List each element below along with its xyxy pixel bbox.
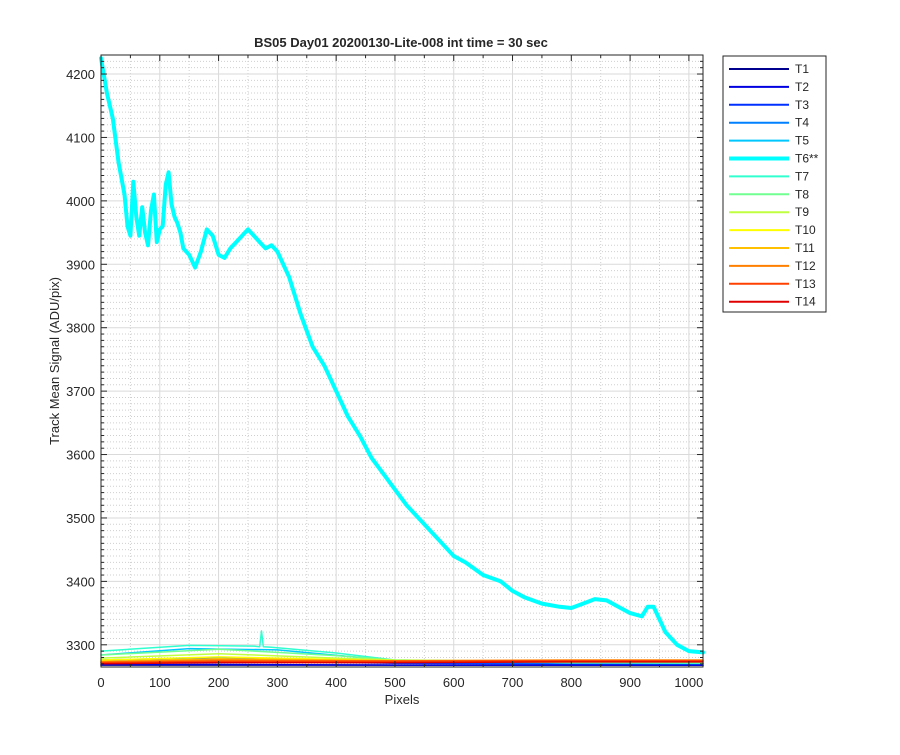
legend-box <box>722 55 827 313</box>
y-tick-label: 3900 <box>66 257 95 272</box>
legend-entries: T1 T2 T3 T4 T5 T6** T7 T8 T9 T10 T11 T12 T13 T14 <box>729 62 819 309</box>
legend-label: T1 <box>795 62 809 76</box>
legend-label: T10 <box>795 223 816 237</box>
legend: T1 T2 T3 T4 T5 T6** T7 T8 T9 T10 T11 T12 T13 T14 <box>722 55 827 313</box>
legend-label: T3 <box>795 98 809 112</box>
y-tick-label: 3500 <box>66 511 95 526</box>
legend-label: T6** <box>795 152 819 166</box>
legend-label: T9 <box>795 205 809 219</box>
x-tick-labels: 0 100 200 300 400 500 600 700 800 900 1000 <box>97 675 703 690</box>
legend-label: T7 <box>795 169 809 183</box>
x-tick-label: 300 <box>267 675 289 690</box>
y-tick-label: 3400 <box>66 574 95 589</box>
ticks-layer <box>100 54 703 667</box>
series-line-t14 <box>100 661 704 665</box>
x-tick-label: 900 <box>619 675 641 690</box>
x-tick-label: 1000 <box>674 675 703 690</box>
legend-label: T14 <box>795 295 816 309</box>
y-tick-label: 3300 <box>66 638 95 653</box>
series-line-t2 <box>100 663 704 666</box>
plot-frame <box>100 54 704 668</box>
y-tick-label: 4100 <box>66 130 95 145</box>
grid-minor <box>101 54 703 667</box>
x-tick-label: 600 <box>443 675 465 690</box>
legend-label: T5 <box>795 134 809 148</box>
legend-label: T13 <box>795 277 816 291</box>
chart-title: BS05 Day01 20200130-Lite-008 int time = … <box>254 35 548 50</box>
legend-label: T8 <box>795 187 809 201</box>
legend-label: T2 <box>795 80 809 94</box>
y-tick-label: 4000 <box>66 194 95 209</box>
series-line-t6 <box>99 56 705 655</box>
legend-label: T11 <box>795 241 815 255</box>
x-tick-label: 100 <box>149 675 171 690</box>
x-tick-label: 700 <box>502 675 524 690</box>
y-tick-labels: 3300 3400 3500 3600 3700 3800 3900 4000 4100 4200 <box>66 67 95 653</box>
x-tick-label: 200 <box>208 675 230 690</box>
y-tick-label: 3700 <box>66 384 95 399</box>
series-line-t13 <box>100 659 704 664</box>
grid-major <box>100 55 703 667</box>
legend-label: T4 <box>795 116 809 130</box>
x-tick-label: 800 <box>560 675 582 690</box>
x-axis-label: Pixels <box>385 692 420 707</box>
y-tick-label: 4200 <box>66 67 95 82</box>
y-tick-label: 3800 <box>66 321 95 336</box>
x-tick-label: 400 <box>325 675 347 690</box>
y-axis-label: Track Mean Signal (ADU/pix) <box>47 277 62 445</box>
x-tick-label: 500 <box>384 675 406 690</box>
x-tick-label: 0 <box>97 675 104 690</box>
y-tick-label: 3600 <box>66 448 95 463</box>
legend-label: T12 <box>795 259 816 273</box>
